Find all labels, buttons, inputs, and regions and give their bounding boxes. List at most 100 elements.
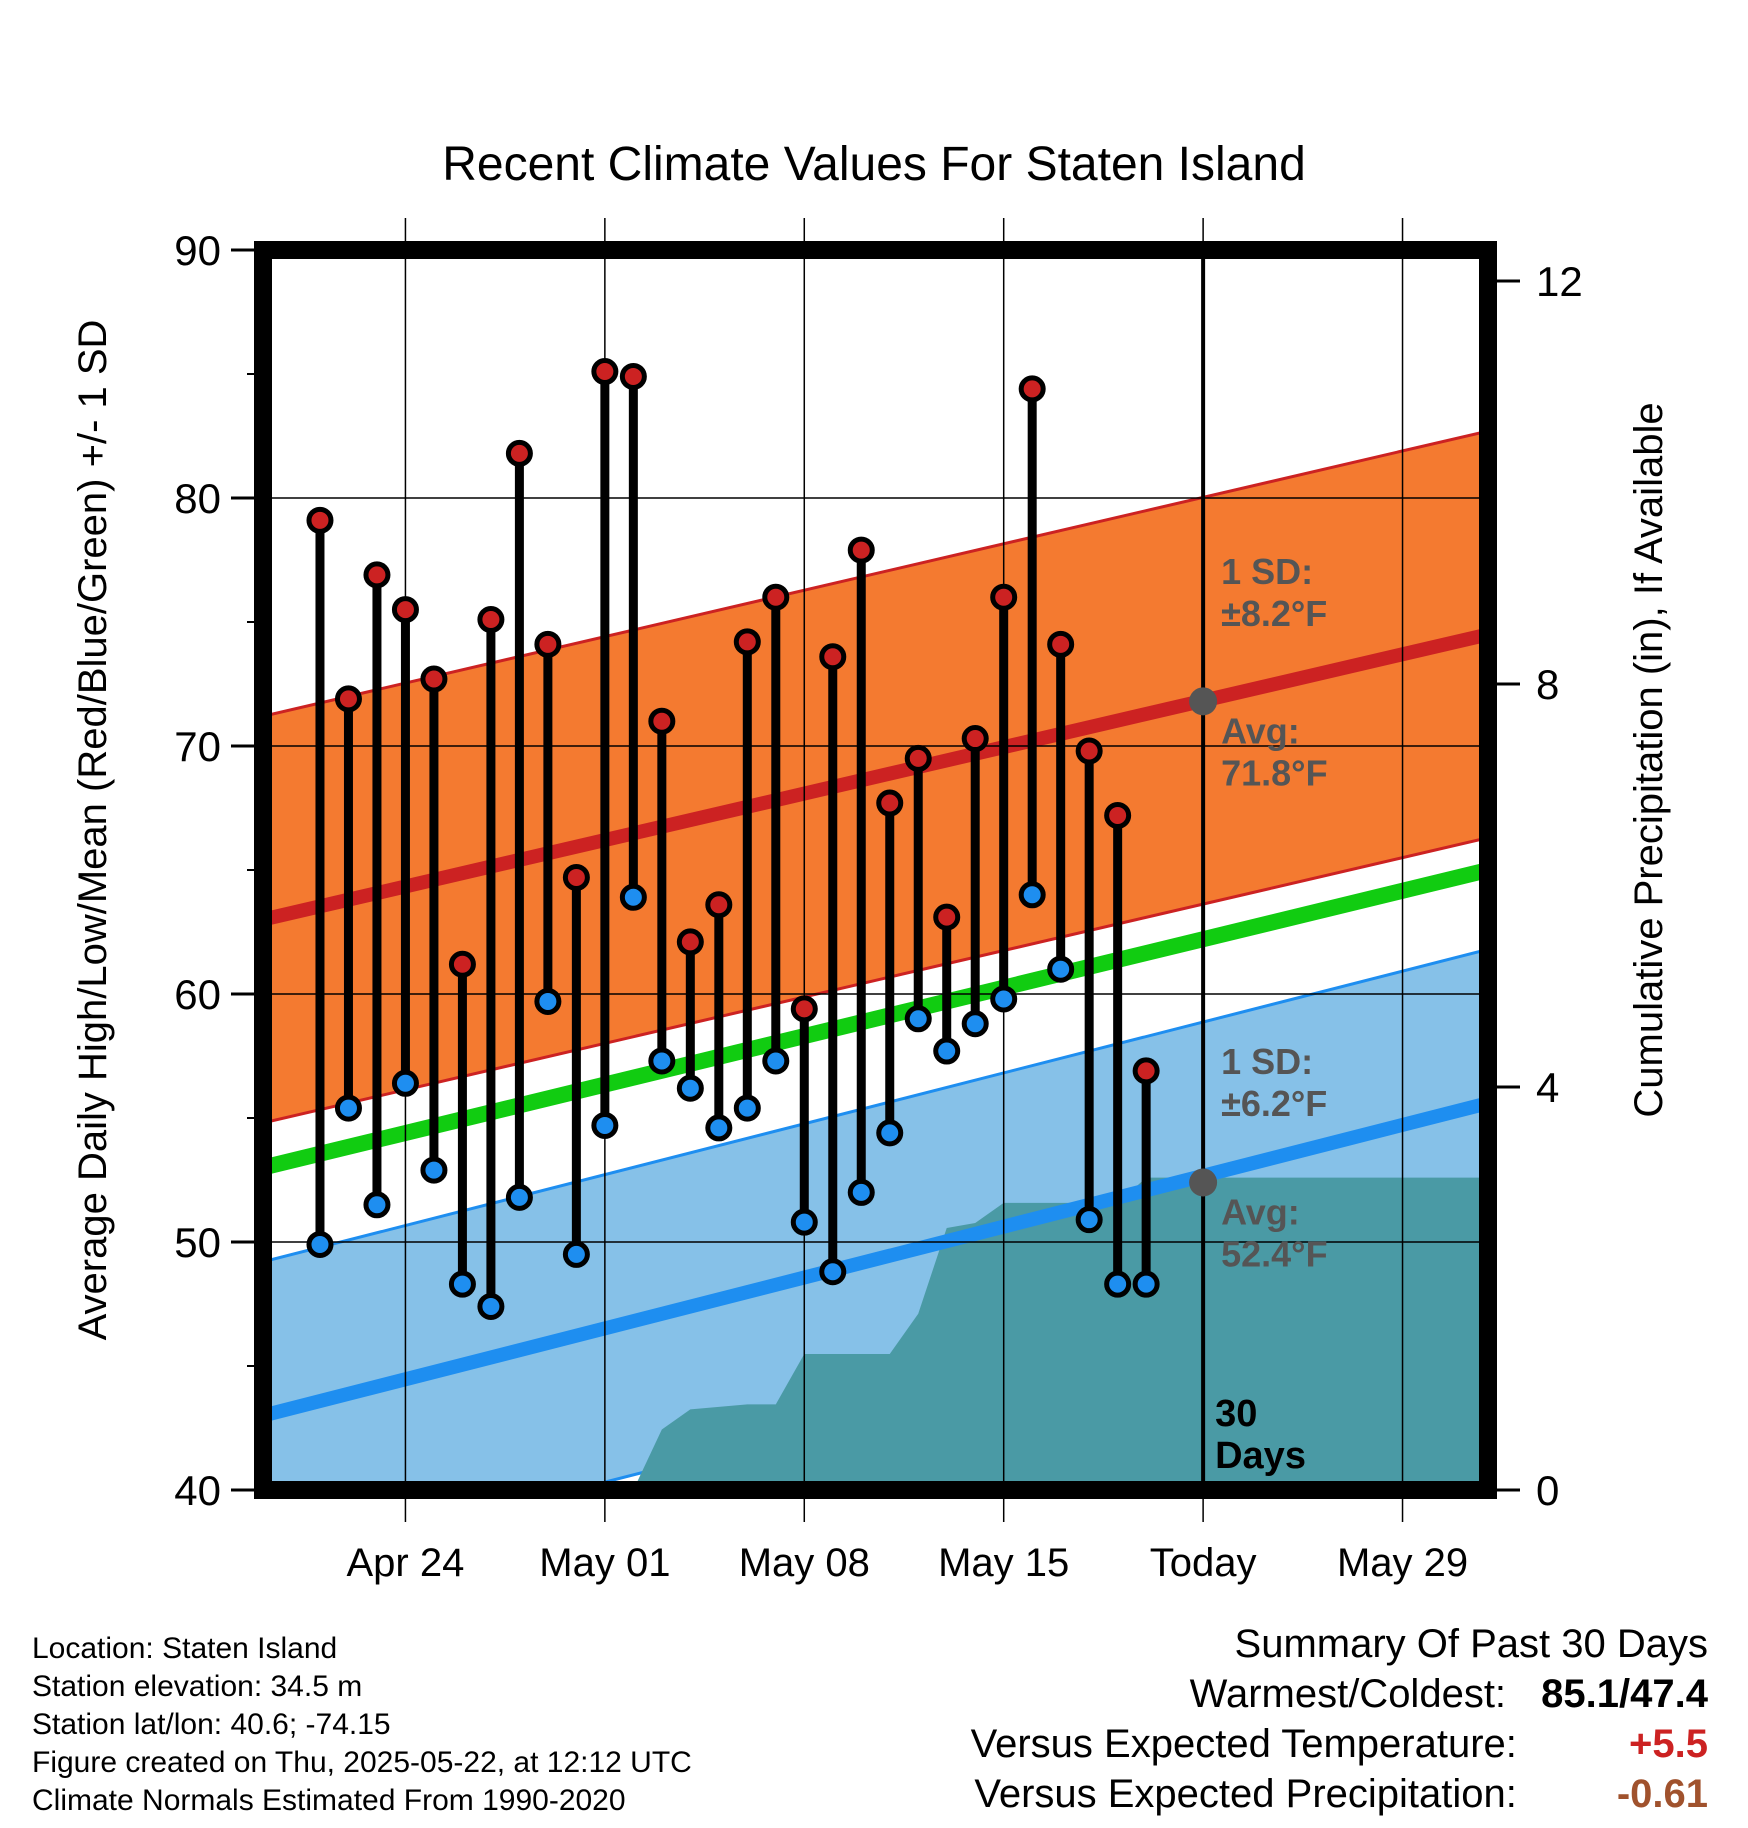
- footer-created: Figure created on Thu, 2025-05-22, at 12…: [32, 1746, 692, 1779]
- y-tick-label-right: 0: [1536, 1467, 1559, 1514]
- today-high-avg-marker: [1189, 687, 1218, 716]
- observed-high-point: [391, 596, 419, 624]
- observed-high-point: [562, 863, 590, 891]
- observed-high-point: [591, 358, 619, 386]
- observed-high-point: [1075, 737, 1103, 765]
- observed-low-point: [876, 1119, 904, 1147]
- observed-low-point: [1132, 1270, 1160, 1298]
- observed-high-point: [733, 628, 761, 656]
- footer-info: Location: Staten Island Station elevatio…: [32, 1630, 692, 1820]
- x-axis-label: Day: [838, 1597, 909, 1600]
- y-tick-label-left: 40: [174, 1467, 221, 1514]
- x-tick-label: May 29: [1337, 1541, 1468, 1585]
- observed-low-point: [961, 1010, 989, 1038]
- observed-low-point: [819, 1258, 847, 1286]
- observed-high-point: [762, 583, 790, 611]
- y-tick-label-left: 80: [174, 475, 221, 522]
- observed-high-point: [505, 439, 533, 467]
- observed-high-point: [619, 362, 647, 390]
- observed-low-point: [676, 1074, 704, 1102]
- observed-low-point: [420, 1156, 448, 1184]
- summary-precip: Versus Expected Precipitation: -0.61: [974, 1772, 1708, 1817]
- observed-low-point: [562, 1240, 590, 1268]
- summary-precip-value: -0.61: [1616, 1772, 1708, 1816]
- observed-low-point: [790, 1208, 818, 1236]
- observed-low-point: [534, 987, 562, 1015]
- low-band-upper-edge: [263, 947, 1488, 1264]
- x-tick-label: Apr 24: [347, 1541, 465, 1585]
- observed-high-point: [1047, 630, 1075, 658]
- observed-high-point: [847, 536, 875, 564]
- observed-high-point: [676, 928, 704, 956]
- observed-low-point: [1018, 881, 1046, 909]
- high-avg-annotation: Avg: 71.8°F: [1221, 710, 1327, 793]
- observed-low-point: [904, 1005, 932, 1033]
- y-axis-label-right: Cumulative Precipitation (in), If Availa…: [1627, 402, 1671, 1117]
- observed-low-point: [448, 1270, 476, 1298]
- summary-title: Summary Of Past 30 Days: [1234, 1622, 1708, 1666]
- observed-low-point: [334, 1094, 362, 1122]
- observed-high-point: [819, 643, 847, 671]
- y-tick-label-left: 70: [174, 723, 221, 770]
- footer-elevation: Station elevation: 34.5 m: [32, 1670, 363, 1703]
- y-tick-label-right: 4: [1536, 1064, 1559, 1111]
- y-tick-label-left: 90: [174, 227, 221, 274]
- observed-high-point: [1104, 801, 1132, 829]
- observed-high-point: [904, 744, 932, 772]
- observed-low-point: [619, 883, 647, 911]
- climate-chart: 1 SD: ±8.2°F Avg: 71.8°F 1 SD: ±6.2°F Avg: 52.4…: [71, 138, 1671, 1600]
- observed-low-point: [762, 1047, 790, 1075]
- observed-high-point: [876, 789, 904, 817]
- summary-temp-label: Versus Expected Temperature:: [970, 1722, 1517, 1766]
- x-tick-label: May 08: [739, 1541, 870, 1585]
- plot-area: [263, 250, 1488, 1490]
- footer-location: Location: Staten Island: [32, 1632, 338, 1665]
- x-tick-label: Today: [1150, 1541, 1257, 1585]
- today-low-avg-marker: [1189, 1168, 1218, 1197]
- precipitation-area: [263, 1177, 1488, 1490]
- y-tick-label-left: 50: [174, 1219, 221, 1266]
- observed-low-point: [1047, 955, 1075, 983]
- summary-warm-cold-value: 85.1/47.4: [1541, 1672, 1708, 1716]
- observed-high-point: [933, 903, 961, 931]
- observed-low-point: [733, 1094, 761, 1122]
- observed-high-point: [790, 995, 818, 1023]
- observed-high-point: [534, 630, 562, 658]
- observed-high-point: [1132, 1057, 1160, 1085]
- observed-low-point: [477, 1292, 505, 1320]
- observed-high-point: [363, 561, 391, 589]
- low-sd-annotation: 1 SD: ±6.2°F: [1221, 1041, 1327, 1124]
- observed-high-point: [306, 506, 334, 534]
- footer-normals: Climate Normals Estimated From 1990-2020: [32, 1784, 626, 1817]
- low-sd-band: [263, 949, 1488, 1490]
- observed-low-point: [391, 1069, 419, 1097]
- y-tick-label-right: 12: [1536, 258, 1583, 305]
- footer-latlon: Station lat/lon: 40.6; -74.15: [32, 1708, 391, 1741]
- observed-low-point: [933, 1037, 961, 1065]
- window-label: 30 Days: [1215, 1393, 1306, 1477]
- observed-low-point: [847, 1178, 875, 1206]
- observed-low-point: [591, 1111, 619, 1139]
- summary-warm-cold: Warmest/Coldest: 85.1/47.4: [1190, 1672, 1708, 1717]
- observed-high-point: [477, 606, 505, 634]
- summary-temp: Versus Expected Temperature: +5.5: [971, 1722, 1708, 1767]
- summary-temp-value: +5.5: [1629, 1722, 1708, 1766]
- x-tick-label: May 01: [539, 1541, 670, 1585]
- high-band-lower-edge: [263, 836, 1488, 1125]
- observed-high-point: [648, 707, 676, 735]
- observed-high-point: [420, 665, 448, 693]
- low-avg-annotation: Avg: 52.4°F: [1221, 1191, 1327, 1274]
- observed-high-point: [334, 685, 362, 713]
- mean-normal-line: [263, 862, 1488, 1176]
- observed-high-point: [705, 891, 733, 919]
- low-normal-line: [263, 1096, 1488, 1423]
- y-axis-label-left: Average Daily High/Low/Mean (Red/Blue/Gr…: [71, 320, 115, 1341]
- observed-low-point: [990, 985, 1018, 1013]
- observed-low-point: [648, 1047, 676, 1075]
- x-tick-label: May 15: [938, 1541, 1069, 1585]
- high-sd-annotation: 1 SD: ±8.2°F: [1221, 551, 1327, 634]
- observed-low-point: [1104, 1270, 1132, 1298]
- observed-high-point: [448, 950, 476, 978]
- observed-high-point: [1018, 375, 1046, 403]
- high-normal-line: [263, 627, 1488, 927]
